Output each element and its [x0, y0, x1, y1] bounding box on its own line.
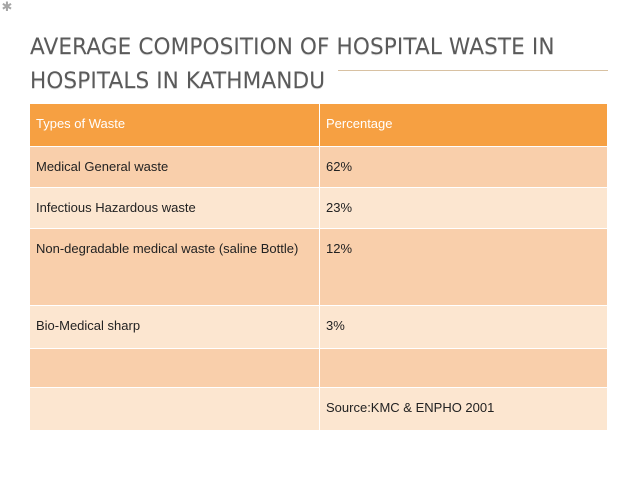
waste-type-cell	[29, 348, 320, 388]
slide-title-line-1: AVERAGE COMPOSITION OF HOSPITAL WASTE IN	[30, 34, 555, 60]
slide-title: AVERAGE COMPOSITION OF HOSPITAL WASTE IN…	[30, 30, 606, 98]
source-cell: Source:KMC & ENPHO 2001	[319, 387, 608, 431]
waste-type-cell	[29, 387, 320, 431]
waste-type-cell: Bio-Medical sharp	[29, 305, 320, 349]
table-row: Infectious Hazardous waste 23%	[29, 187, 608, 229]
table-row: Source:KMC & ENPHO 2001	[29, 387, 608, 431]
slide-title-line-2: HOSPITALS IN KATHMANDU	[30, 68, 326, 94]
table-row: Medical General waste 62%	[29, 146, 608, 188]
waste-composition-table: Types of Waste Percentage Medical Genera…	[29, 103, 608, 431]
percentage-cell: 12%	[319, 228, 608, 306]
table-row: Non-degradable medical waste (saline Bot…	[29, 228, 608, 306]
percentage-cell: 3%	[319, 305, 608, 349]
table-row: Bio-Medical sharp 3%	[29, 305, 608, 349]
percentage-cell: 62%	[319, 146, 608, 188]
percentage-cell: 23%	[319, 187, 608, 229]
title-underline-divider	[338, 70, 608, 71]
table-header-row: Types of Waste Percentage	[29, 103, 608, 147]
header-percentage: Percentage	[319, 103, 608, 147]
waste-type-cell: Non-degradable medical waste (saline Bot…	[29, 228, 320, 306]
corner-star-icon: ✱	[1, 0, 13, 14]
table-row	[29, 348, 608, 388]
waste-type-cell: Infectious Hazardous waste	[29, 187, 320, 229]
header-types-of-waste: Types of Waste	[29, 103, 320, 147]
percentage-cell	[319, 348, 608, 388]
waste-type-cell: Medical General waste	[29, 146, 320, 188]
